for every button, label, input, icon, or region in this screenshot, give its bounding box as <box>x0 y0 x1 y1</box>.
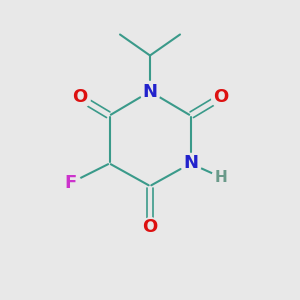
Text: O: O <box>72 88 87 106</box>
Text: O: O <box>213 88 228 106</box>
Text: N: N <box>142 82 158 100</box>
Text: H: H <box>214 169 227 184</box>
Text: F: F <box>64 174 76 192</box>
Text: N: N <box>183 154 198 172</box>
Text: O: O <box>142 218 158 236</box>
